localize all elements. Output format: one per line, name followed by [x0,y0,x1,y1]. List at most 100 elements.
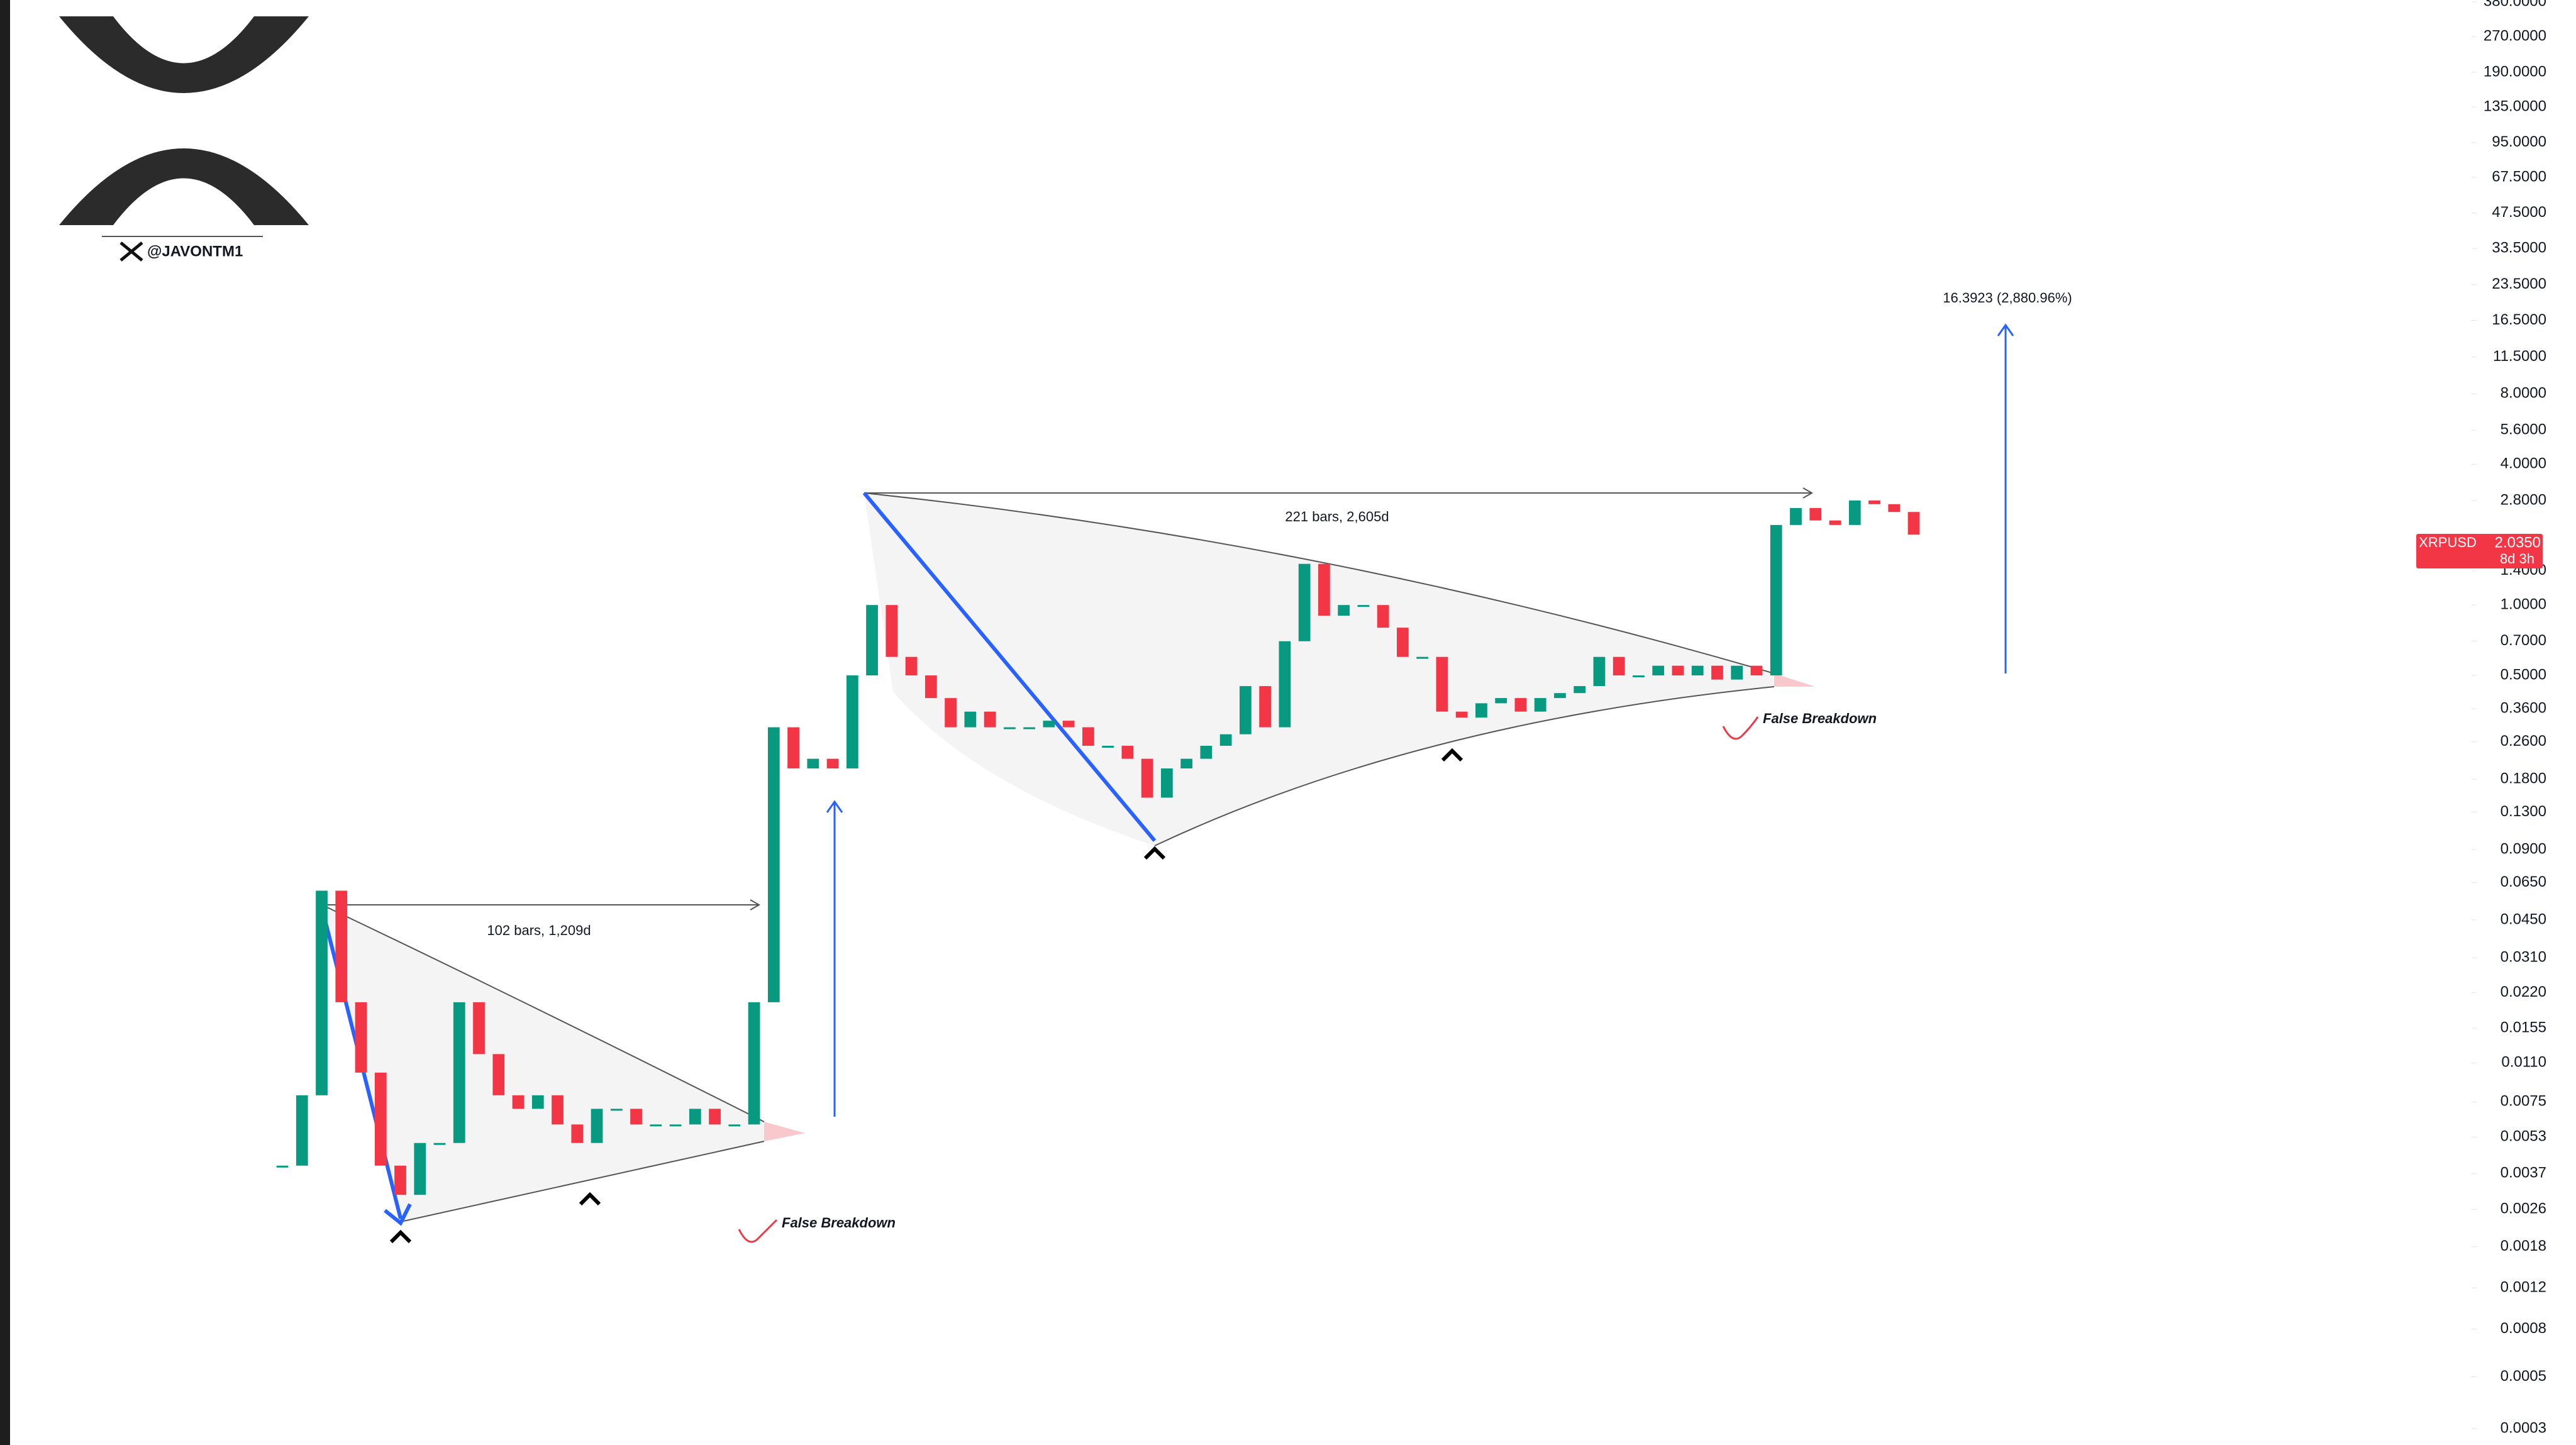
breakdown-label: False Breakdown [782,1215,896,1231]
candle [1240,686,1252,734]
candle [453,1002,465,1143]
candle [1180,758,1193,769]
candle [531,1095,544,1109]
candle [1593,656,1606,687]
target-label: 16.3923 (2,880.96%) [1943,290,2072,306]
y-tick-label: 0.0220 [2501,983,2546,1000]
arrow-head [1802,487,1814,499]
candle [1279,641,1291,728]
candle [492,1054,505,1095]
x-icon [119,241,143,262]
y-tick-label: 0.0012 [2501,1278,2546,1295]
caret [389,1229,412,1244]
candle [1219,734,1232,746]
y-tick-label: 0.0650 [2501,873,2546,890]
range-label: 102 bars, 1,209d [487,922,591,938]
candle [905,656,918,676]
candle [964,711,977,728]
candle [1259,686,1272,728]
candle [689,1109,701,1125]
breakdown-label: False Breakdown [1763,711,1877,726]
candle [728,1124,741,1127]
candle [1514,698,1527,712]
candle [1770,524,1782,676]
candle [748,1002,760,1125]
y-tick-label: 0.0018 [2501,1237,2546,1254]
candle [1455,711,1468,718]
candle [1633,675,1645,678]
y-tick-label: 0.0075 [2501,1093,2546,1110]
handle: @JAVONTM1 [147,243,243,260]
y-tick-label: 67.5000 [2492,168,2546,185]
candle [709,1109,721,1125]
y-tick-label: 0.0450 [2501,911,2546,927]
candle [886,605,898,657]
price-tag-box [2416,534,2543,568]
candle [1141,758,1153,798]
candle [1397,628,1409,657]
candle [1534,698,1546,712]
candle [296,1095,308,1166]
candle [1200,746,1213,759]
y-tick-label: 0.0026 [2501,1200,2546,1217]
y-tick-label: 23.5000 [2492,275,2546,292]
y-tick-label: 135.0000 [2484,97,2546,114]
y-tick-label: 33.5000 [2492,240,2546,257]
candle [1711,665,1723,680]
caret [1143,846,1166,860]
candle [630,1109,642,1125]
y-tick-label: 0.0005 [2501,1368,2546,1385]
candle [1613,656,1625,676]
candle [1868,500,1880,504]
candle [767,727,780,1002]
candle [374,1072,387,1166]
pattern-fill [864,493,1815,846]
candle [1298,563,1311,641]
candle [1436,656,1448,712]
candle [414,1143,426,1195]
y-tick-label: 0.0155 [2501,1019,2546,1036]
candle [787,727,799,769]
y-tick-label: 0.1800 [2501,770,2546,787]
curl [738,1219,778,1243]
candle [1829,520,1841,525]
candle [355,1002,367,1073]
candle [1043,721,1055,728]
y-tick-label: 0.0053 [2501,1128,2546,1145]
trend-line [321,904,765,1122]
candle [1731,665,1743,680]
caret [1441,748,1463,762]
candle [433,1143,446,1145]
y-tick-label: 0.0900 [2501,840,2546,857]
candle [1652,665,1665,676]
logo-bottom [59,148,309,225]
candles [276,500,1920,1195]
y-tick-label: 0.5000 [2501,666,2546,683]
candle [1672,665,1684,676]
candle [552,1095,564,1125]
candle [1495,698,1507,704]
candle [591,1109,603,1143]
candle [335,890,348,1002]
candle [1062,721,1075,728]
countdown: 8d 3h [2500,551,2534,567]
pattern-fill [322,905,805,1222]
candle [1161,768,1173,798]
y-tick-label: 380.0000 [2484,0,2546,9]
candle [1338,605,1350,616]
candle [1888,504,1901,512]
candle [866,605,878,676]
candle [1318,563,1330,616]
trend-line [863,492,1775,674]
price-tag: XRPUSD 2.0350 8d 3h [2416,534,2543,568]
candle [1357,605,1370,607]
drop-line [862,492,1157,842]
arrow-head [826,800,843,813]
candle [1790,507,1802,525]
candle [1023,727,1035,729]
trend-line [400,1141,765,1222]
candle [610,1109,623,1111]
y-tick-label: 16.5000 [2492,311,2546,328]
candle [846,675,858,769]
arrow-head [750,899,761,911]
